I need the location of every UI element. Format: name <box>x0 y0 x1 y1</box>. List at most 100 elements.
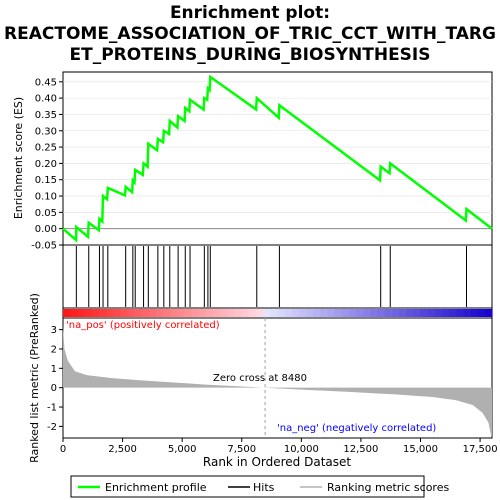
hit-marks <box>75 246 467 307</box>
colorbar-band <box>477 309 486 317</box>
colorbar-band <box>113 309 121 317</box>
colorbar-band <box>349 309 357 317</box>
colorbar-band <box>213 309 221 317</box>
colorbar-band <box>484 309 493 317</box>
colorbar-band <box>441 309 450 317</box>
metric-x-tick-label: 5,000 <box>168 444 197 455</box>
colorbar-band <box>263 309 271 317</box>
es-y-axis-label: Enrichment score (ES) <box>12 97 25 219</box>
colorbar-band <box>277 309 286 317</box>
legend-metric-label: Ranking metric scores <box>327 481 449 494</box>
metric-y-tick-label: -1 <box>47 403 57 414</box>
colorbar-band <box>420 309 429 317</box>
colorbar-band <box>141 309 150 317</box>
metric-y-axis-label: Ranked list metric (PreRanked) <box>28 293 41 463</box>
colorbar-band <box>227 309 236 317</box>
colorbar-band <box>191 309 200 317</box>
legend-enrichment-label: Enrichment profile <box>105 481 207 494</box>
colorbar-band <box>291 309 300 317</box>
metric-x-tick-label: 12,500 <box>343 444 378 455</box>
colorbar-band <box>256 309 264 317</box>
colorbar-band <box>127 309 136 317</box>
metric-x-tick-label: 10,000 <box>284 444 319 455</box>
colorbar-band <box>334 309 343 317</box>
colorbar-band <box>170 309 178 317</box>
ranking-metric-area <box>63 325 492 437</box>
metric-y-tick-label: 2 <box>51 344 57 355</box>
colorbar-band <box>356 309 364 317</box>
colorbar-band <box>370 309 379 317</box>
colorbar-band <box>198 309 207 317</box>
colorbar-band <box>84 309 93 317</box>
es-tick-label: 0.20 <box>35 159 57 170</box>
metric-y-tick-label: -2 <box>47 422 57 433</box>
colorbar-band <box>284 309 293 317</box>
colorbar-band <box>63 309 71 317</box>
es-tick-label: 0.15 <box>35 175 57 186</box>
colorbar-band <box>463 309 472 317</box>
chart-title-line-3: ET_PROTEINS_DURING_BIOSYNTHESIS <box>70 45 431 65</box>
colorbar-band <box>120 309 128 317</box>
metric-x-tick-label: 0 <box>60 444 66 455</box>
colorbar-band <box>241 309 250 317</box>
colorbar-band <box>391 309 400 317</box>
colorbar-band <box>248 309 257 317</box>
metric-panel: -2 -1 0 1 2 3 0 2,500 5,000 7,500 10,000 12,500 15,… <box>28 293 498 469</box>
colorbar-band <box>155 309 164 317</box>
metric-x-tick-label: 7,500 <box>227 444 256 455</box>
es-tick-label: 0.25 <box>35 143 57 154</box>
hits-panel <box>62 244 493 309</box>
metric-x-tick-label: 17,500 <box>463 444 498 455</box>
hits-panel-frame <box>62 244 493 309</box>
colorbar-band <box>384 309 393 317</box>
neg-correlated-label: 'na_neg' (negatively correlated) <box>277 423 436 434</box>
colorbar-band <box>206 309 214 317</box>
colorbar-band <box>399 309 407 317</box>
metric-panel-frame <box>62 317 493 439</box>
es-tick-label: 0.35 <box>35 110 57 121</box>
es-tick-label: 0.05 <box>35 208 57 219</box>
metric-y-tick-label: 1 <box>51 364 57 375</box>
colorbar-band <box>105 309 114 317</box>
es-tick-label: 0.00 <box>35 224 57 235</box>
colorbar-band <box>320 309 329 317</box>
metric-x-tick-label: 2,500 <box>108 444 137 455</box>
metric-x-axis-ticks: 0 2,500 5,000 7,500 10,000 12,500 15,000 17,500 <box>60 438 498 455</box>
colorbar-band <box>298 309 307 317</box>
colorbar-band <box>77 309 86 317</box>
legend: Enrichment profile Hits Ranking metric s… <box>70 475 449 498</box>
colorbar-band <box>427 309 436 317</box>
es-tick-label: 0.10 <box>35 192 57 203</box>
colorbar-band <box>184 309 193 317</box>
pos-correlated-label: 'na_pos' (positively correlated) <box>66 320 220 331</box>
rank-colorbar <box>63 309 493 317</box>
colorbar-band <box>456 309 464 317</box>
colorbar-band <box>377 309 386 317</box>
colorbar-band <box>270 309 279 317</box>
enrichment-profile-line <box>62 74 493 243</box>
colorbar-band <box>220 309 229 317</box>
metric-y-tick-label: 0 <box>51 383 57 394</box>
es-tick-label: 0.30 <box>35 126 57 137</box>
colorbar-band <box>449 309 457 317</box>
chart-title-line-2: REACTOME_ASSOCIATION_OF_TRIC_CCT_WITH_TA… <box>4 24 496 44</box>
colorbar-band <box>406 309 414 317</box>
colorbar-band <box>470 309 479 317</box>
es-panel: -0.05 0.00 0.05 0.10 0.15 0.20 0.25 0.30 0.35 0.4… <box>12 71 493 252</box>
es-tick-label: 0.45 <box>35 77 57 88</box>
colorbar-band <box>134 309 143 317</box>
colorbar-band <box>341 309 350 317</box>
colorbar-band <box>148 309 157 317</box>
colorbar-band <box>177 309 186 317</box>
metric-x-axis-label: Rank in Ordered Dataset <box>203 455 351 469</box>
es-panel-frame <box>62 71 493 246</box>
metric-x-tick-label: 15,000 <box>403 444 438 455</box>
colorbar-band <box>234 309 243 317</box>
colorbar-band <box>98 309 107 317</box>
rank-colorbar-panel <box>62 307 493 319</box>
colorbar-band <box>363 309 372 317</box>
metric-y-tick-label: 3 <box>51 325 57 336</box>
colorbar-band <box>70 309 78 317</box>
es-tick-label: 0.40 <box>35 94 57 105</box>
colorbar-band <box>434 309 443 317</box>
